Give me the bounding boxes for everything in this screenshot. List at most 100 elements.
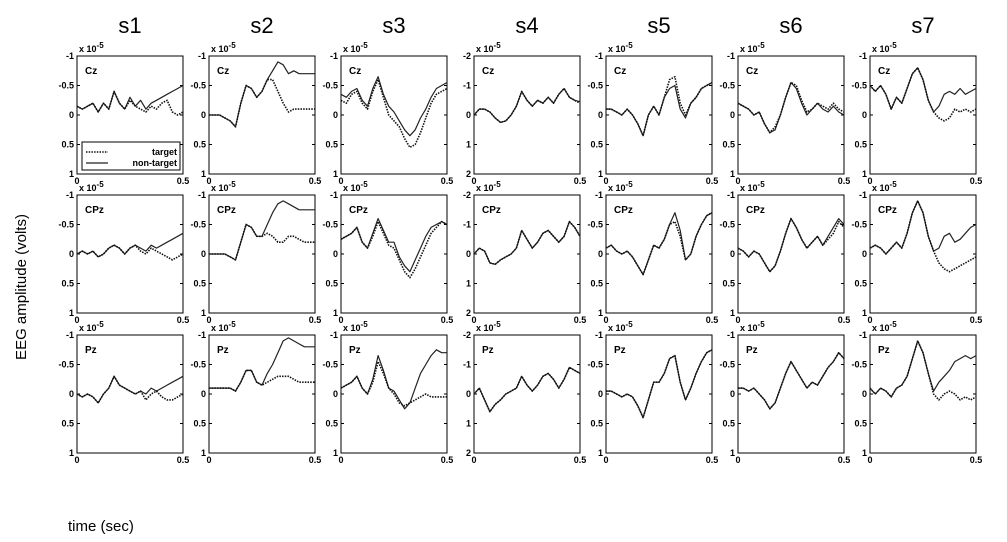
x-tick-label: 0 <box>206 176 211 186</box>
y-tick-label: 0 <box>69 249 74 259</box>
y-tick-label: 1 <box>466 140 471 150</box>
y-tick-label: 1 <box>598 169 603 179</box>
series-line-target <box>76 244 184 261</box>
y-tick-label: 1 <box>598 448 603 458</box>
y-tick-label: 1 <box>862 308 867 318</box>
y-tick-label: 0 <box>466 389 471 399</box>
y-tick-label: -1 <box>859 51 867 61</box>
y-tick-label: 0 <box>333 110 338 120</box>
x-tick-label: 0.5 <box>706 455 719 465</box>
panel-s7-Pz: x 10-5-1-0.500.510 0.5Pz <box>851 320 982 465</box>
y-tick-label: 0 <box>466 249 471 259</box>
y-multiplier-label: x 10-5 <box>79 41 104 54</box>
panel-frame <box>605 334 713 454</box>
y-tick-label: -1 <box>463 220 471 230</box>
electrode-label: CPz <box>746 205 765 216</box>
y-multiplier-label: x 10-5 <box>79 180 104 193</box>
y-multiplier-label: x 10-5 <box>343 320 368 333</box>
x-tick-label: 0.5 <box>706 315 719 325</box>
y-multiplier-label: x 10-5 <box>476 180 501 193</box>
y-tick-label: 0.5 <box>193 419 206 429</box>
series-line-target <box>869 340 977 401</box>
electrode-label: CPz <box>85 205 104 216</box>
series-line-target <box>209 369 315 392</box>
legend-box <box>81 141 181 171</box>
y-tick-label: -1 <box>198 51 206 61</box>
series-line-target <box>340 220 448 279</box>
y-tick-label: 0 <box>598 389 603 399</box>
panel-s3-Pz: x 10-5-1-0.500.510 0.5Pz <box>322 320 453 465</box>
panel-frame <box>605 194 713 314</box>
x-tick-label: 0 <box>471 455 476 465</box>
y-tick-label: -0.5 <box>587 81 603 91</box>
y-multiplier-label: x 10-5 <box>608 41 633 54</box>
y-tick-label: -0.5 <box>851 220 867 230</box>
y-multiplier-label: x 10-5 <box>872 320 897 333</box>
x-tick-label: 0 <box>603 455 608 465</box>
x-tick-label: 0.5 <box>441 176 454 186</box>
y-multiplier-label: x 10-5 <box>211 41 236 54</box>
x-tick-label: 0.5 <box>177 176 190 186</box>
series-line-target <box>473 366 581 413</box>
y-tick-label: 0 <box>69 389 74 399</box>
y-tick-label: 0 <box>862 110 867 120</box>
electrode-label: Pz <box>85 345 97 356</box>
y-tick-label: -1 <box>595 190 603 200</box>
y-multiplier-label: x 10-5 <box>476 320 501 333</box>
y-tick-label: -1 <box>595 51 603 61</box>
y-tick-label: -0.5 <box>190 220 206 230</box>
y-multiplier-label: x 10-5 <box>872 180 897 193</box>
y-tick-label: 0 <box>862 389 867 399</box>
series-line-non-target <box>869 67 977 113</box>
electrode-label: CPz <box>217 205 236 216</box>
y-tick-label: 0 <box>598 249 603 259</box>
y-tick-label: 1 <box>69 448 74 458</box>
y-tick-label: -1 <box>595 330 603 340</box>
x-tick-label: 0 <box>74 176 79 186</box>
x-tick-label: 0.5 <box>574 455 587 465</box>
subject-title-s3: s3 <box>382 13 405 38</box>
y-tick-label: -0.5 <box>322 360 338 370</box>
x-tick-label: 0 <box>74 315 79 325</box>
electrode-label: Cz <box>614 66 626 77</box>
y-tick-label: -0.5 <box>58 81 74 91</box>
y-tick-label: -0.5 <box>190 360 206 370</box>
y-tick-label: -1 <box>66 190 74 200</box>
x-tick-label: 0.5 <box>706 176 719 186</box>
panel-s2-Pz: x 10-5-1-0.500.510 0.5Pz <box>190 320 321 465</box>
panel-s3-Cz: x 10-5-1-0.500.510 0.5Cz <box>322 41 453 186</box>
series-line-target <box>473 220 581 266</box>
y-tick-label: 0.5 <box>854 140 867 150</box>
panel-frame <box>340 194 448 314</box>
legend-label-target: target <box>152 147 177 157</box>
y-tick-label: 0.5 <box>590 140 603 150</box>
y-tick-label: -2 <box>463 190 471 200</box>
panel-grid: x 10-5-1-0.500.510 0.5Cztargetnon-targetx… <box>58 41 982 465</box>
x-tick-label: 0.5 <box>970 455 983 465</box>
y-tick-label: -1 <box>198 330 206 340</box>
subject-title-s1: s1 <box>118 13 141 38</box>
y-tick-label: -2 <box>463 51 471 61</box>
y-tick-label: 0.5 <box>854 279 867 289</box>
x-tick-label: 0.5 <box>177 315 190 325</box>
y-tick-label: -1 <box>330 330 338 340</box>
y-tick-label: -0.5 <box>587 220 603 230</box>
x-tick-label: 0.5 <box>838 176 851 186</box>
y-tick-label: -1 <box>463 360 471 370</box>
x-tick-label: 0 <box>206 455 211 465</box>
y-tick-label: 0.5 <box>61 419 74 429</box>
y-multiplier-label: x 10-5 <box>476 41 501 54</box>
y-tick-label: -1 <box>330 190 338 200</box>
series-line-target <box>738 351 845 410</box>
y-tick-label: -0.5 <box>58 360 74 370</box>
y-tick-label: 1 <box>333 448 338 458</box>
y-tick-label: 1 <box>466 419 471 429</box>
